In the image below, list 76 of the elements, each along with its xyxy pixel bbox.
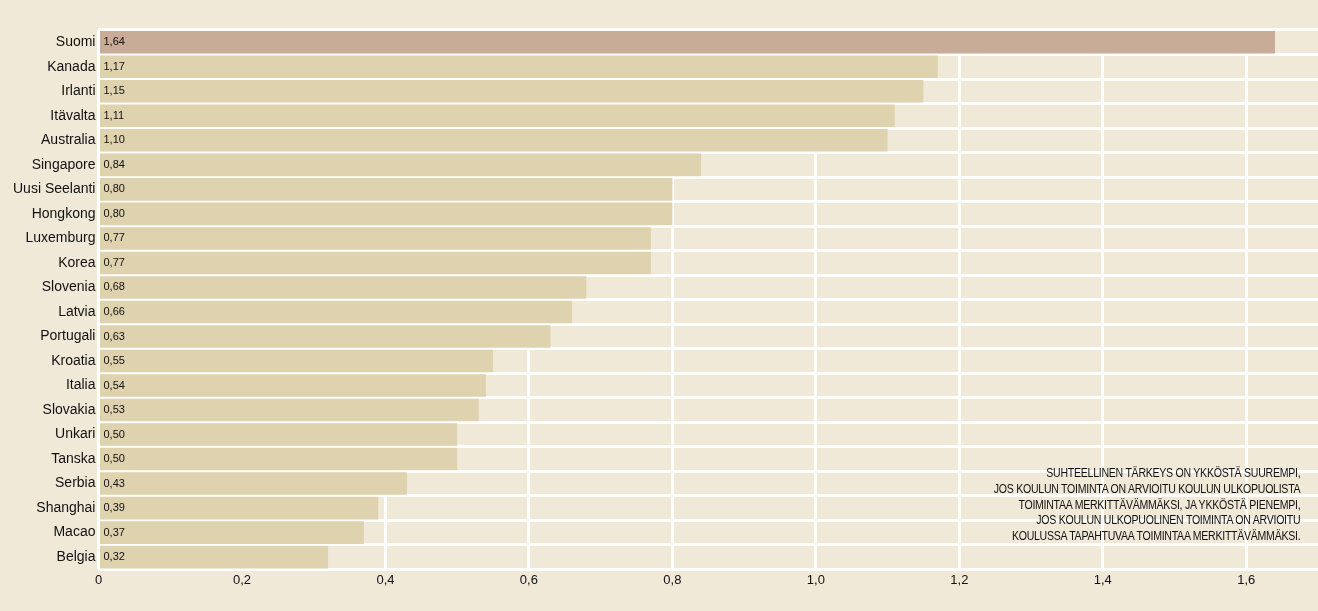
data-label: 0,68 [103,280,125,293]
y-tick-label: Serbia [55,474,96,491]
y-tick-label: Korea [58,253,96,270]
data-label: 1,64 [103,35,125,48]
x-tick-label: 0 [94,571,103,587]
data-label: 0,80 [103,206,125,219]
y-tick-label: Uusi Seelanti [12,180,96,197]
bar [99,153,702,177]
bar [99,496,379,520]
y-tick-label: Portugali [40,327,96,344]
bar [99,447,458,471]
annotation: SUHTEELLINEN TÄRKEYS ON YKKÖSTÄ SUUREMPI, JOS KOULUN TOIMINTA ON ARVIOITU KOULUN ULKOPUOLISTA TOIMINTAA MERKITTÄVÄMMÄKSI, JA YKKÖSTÄ PIENEMPI, JOS KOULUN ULKOPUOLINEN TOIMINTA ON ARVIOITU KOULUSSA TAPAHTUVAA TOIMINTAA MERKITTÄVÄMMÄKSI. [993,466,1300,546]
data-label: 0,37 [103,525,125,538]
bar [99,30,1275,54]
bar [99,398,479,422]
bar [99,80,924,103]
bar [99,55,938,79]
y-tick-label: Hongkong [31,204,96,221]
bar [99,349,494,373]
data-label: 0,77 [103,231,125,244]
x-tick-label: 1,4 [1093,571,1112,587]
y-tick-label: Italia [65,376,96,393]
data-label: 0,77 [103,255,125,268]
data-label: 0,53 [103,403,125,416]
bar [99,472,407,495]
bar [99,104,895,128]
bar [99,545,329,569]
data-label: 0,43 [103,476,125,489]
y-tick-label: Australia [41,131,96,148]
x-tick-label: 0,8 [663,571,682,587]
data-label: 0,84 [103,157,125,170]
bar [99,251,651,275]
y-tick-label: Belgia [56,548,96,564]
y-tick-label: Singapore [31,155,96,172]
data-label: 0,50 [103,427,125,440]
bar [99,325,551,348]
data-label: 0,80 [103,182,125,195]
data-label: 0,66 [103,304,125,317]
data-label: 0,32 [103,550,125,563]
y-tick-label: Macao [53,523,96,540]
x-tick-label: 1,2 [950,571,969,587]
y-tick-label: Unkari [55,425,96,442]
data-label: 1,11 [103,108,125,121]
data-label: 0,54 [103,378,125,391]
data-label: 0,39 [103,501,125,514]
data-label: 1,10 [103,133,125,146]
data-label: 1,15 [103,84,125,97]
y-tick-label: Irlanti [61,82,96,99]
y-tick-label: Suomi [55,33,96,50]
data-label: 0,55 [103,354,125,367]
bar [99,423,458,446]
y-tick-label: Slovenia [41,278,96,295]
y-tick-label: Kroatia [51,351,96,368]
data-label: 1,17 [103,59,125,72]
x-tick-label: 0,4 [376,571,395,587]
data-label: 0,50 [103,452,125,465]
bar [99,276,587,299]
bar [99,202,673,226]
x-tick-label: 1,0 [806,571,825,587]
x-tick-label: 0,6 [519,571,538,587]
x-tick-label: 1,6 [1237,571,1256,587]
bar [99,374,486,397]
y-tick-label: Latvia [58,302,96,319]
bar [99,227,651,250]
bar [99,521,364,544]
bar [99,178,673,201]
y-tick-label: Slovakia [42,400,96,417]
data-label: 0,63 [103,329,125,342]
y-tick-label: Luxemburg [25,229,96,246]
y-tick-label: Itävalta [50,106,96,123]
y-tick-label: Kanada [47,57,96,74]
y-tick-label: Tanska [51,449,96,466]
bar [99,300,572,324]
y-tick-label: Shanghai [36,498,96,515]
x-tick-label: 0,2 [232,571,251,587]
bar [99,129,888,152]
